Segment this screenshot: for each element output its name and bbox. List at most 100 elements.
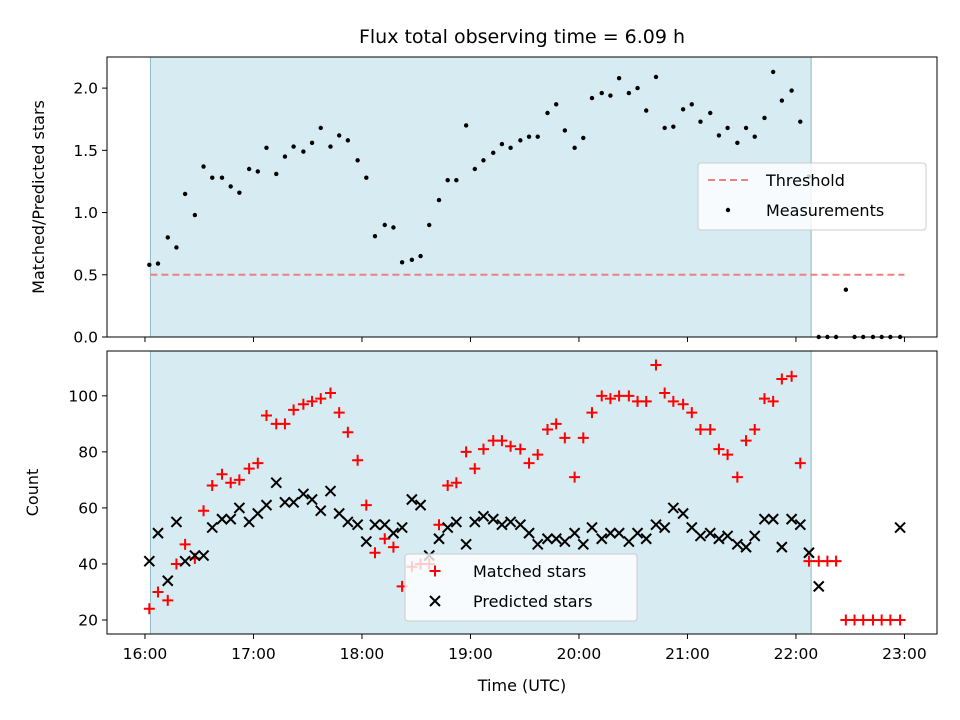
data-point: [776, 541, 788, 553]
data-point: [721, 530, 734, 542]
data-point: [671, 124, 676, 129]
legend-frame: [697, 162, 927, 231]
data-point: [616, 75, 622, 81]
data-point: [767, 513, 779, 525]
data-point: [713, 533, 725, 545]
data-point: [387, 527, 400, 539]
data-point: [559, 432, 571, 444]
data-point: [894, 614, 906, 626]
data-point: [749, 423, 761, 435]
count-panel: 16:00 17:00 18:00 19:00 20:00 21:00 22:00 23:00…: [23, 350, 938, 663]
data-point: [445, 178, 450, 183]
data-point: [442, 479, 454, 491]
data-point: [626, 90, 632, 96]
legend: Threshold Measurements: [697, 162, 927, 231]
data-point: [225, 477, 237, 489]
data-point: [786, 370, 798, 382]
data-point: [653, 74, 659, 80]
data-point: [716, 133, 722, 138]
data-point: [206, 479, 218, 491]
data-point: [523, 457, 535, 469]
data-point: [526, 134, 532, 139]
data-point: [436, 197, 442, 203]
data-point: [170, 516, 183, 528]
data-point: [677, 507, 689, 520]
data-point: [677, 398, 689, 410]
data-point: [644, 108, 649, 113]
data-point: [704, 423, 716, 435]
data-point: [667, 395, 679, 407]
x-tick-label: 22:00: [774, 645, 819, 663]
x-axis-label: Time (UTC): [477, 676, 566, 695]
data-point: [698, 119, 703, 124]
data-point: [246, 166, 252, 172]
data-point: [740, 541, 752, 553]
legend-label: Predicted stars: [473, 592, 593, 611]
legend-label: Matched stars: [473, 562, 586, 581]
data-point: [197, 549, 210, 562]
data-point: [206, 521, 218, 534]
data-point: [382, 222, 387, 228]
data-point: [535, 134, 540, 139]
y-tick-label: 100: [68, 387, 98, 405]
legend-label: Threshold: [765, 171, 845, 190]
y-axis-label: Count: [23, 469, 42, 517]
data-point: [505, 440, 517, 452]
data-point: [680, 107, 686, 112]
data-point: [541, 423, 553, 435]
series-predicted-stars: [143, 476, 906, 593]
data-point: [301, 149, 306, 154]
data-point: [360, 535, 373, 548]
data-point: [174, 245, 179, 250]
data-point: [219, 175, 225, 180]
data-point: [694, 530, 707, 542]
data-point: [433, 519, 445, 531]
data-point: [586, 407, 598, 419]
data-point: [152, 527, 164, 539]
data-point: [523, 527, 535, 539]
data-point: [369, 519, 381, 531]
data-point: [550, 533, 562, 545]
data-point: [472, 166, 478, 172]
data-point: [830, 555, 842, 567]
data-point: [342, 426, 354, 438]
data-point: [252, 457, 264, 469]
data-point: [731, 538, 744, 551]
y-tick-label: 60: [78, 499, 98, 517]
data-point: [686, 407, 698, 419]
legend-marker: [429, 595, 441, 607]
data-point: [414, 499, 427, 511]
data-point: [463, 123, 469, 128]
data-point: [731, 471, 743, 483]
data-point: [333, 507, 345, 520]
data-point: [342, 516, 354, 528]
data-point: [496, 519, 508, 531]
data-point: [568, 527, 581, 539]
data-point: [441, 521, 454, 534]
data-point: [758, 513, 771, 525]
data-point: [658, 521, 671, 534]
data-point: [541, 533, 554, 545]
data-point: [469, 463, 481, 475]
data-point: [279, 496, 291, 509]
data-point: [243, 516, 255, 528]
data-point: [328, 144, 333, 149]
data-point: [785, 513, 798, 525]
data-point: [762, 115, 767, 121]
data-point: [306, 493, 318, 506]
data-point: [477, 510, 490, 523]
data-point: [237, 190, 242, 195]
data-point: [813, 580, 825, 593]
data-point: [725, 125, 730, 131]
ratio-panel: 0.0 0.5 1.0 1.5 2.0 Matched/Predicted stars Th…: [29, 56, 938, 347]
data-point: [255, 169, 261, 174]
data-point: [306, 395, 318, 407]
data-point: [325, 387, 337, 399]
data-point: [884, 614, 896, 626]
data-point: [749, 530, 761, 542]
data-point: [182, 191, 188, 197]
data-point: [192, 212, 198, 218]
data-point: [740, 435, 752, 447]
data-point: [650, 519, 662, 531]
data-point: [143, 555, 156, 567]
